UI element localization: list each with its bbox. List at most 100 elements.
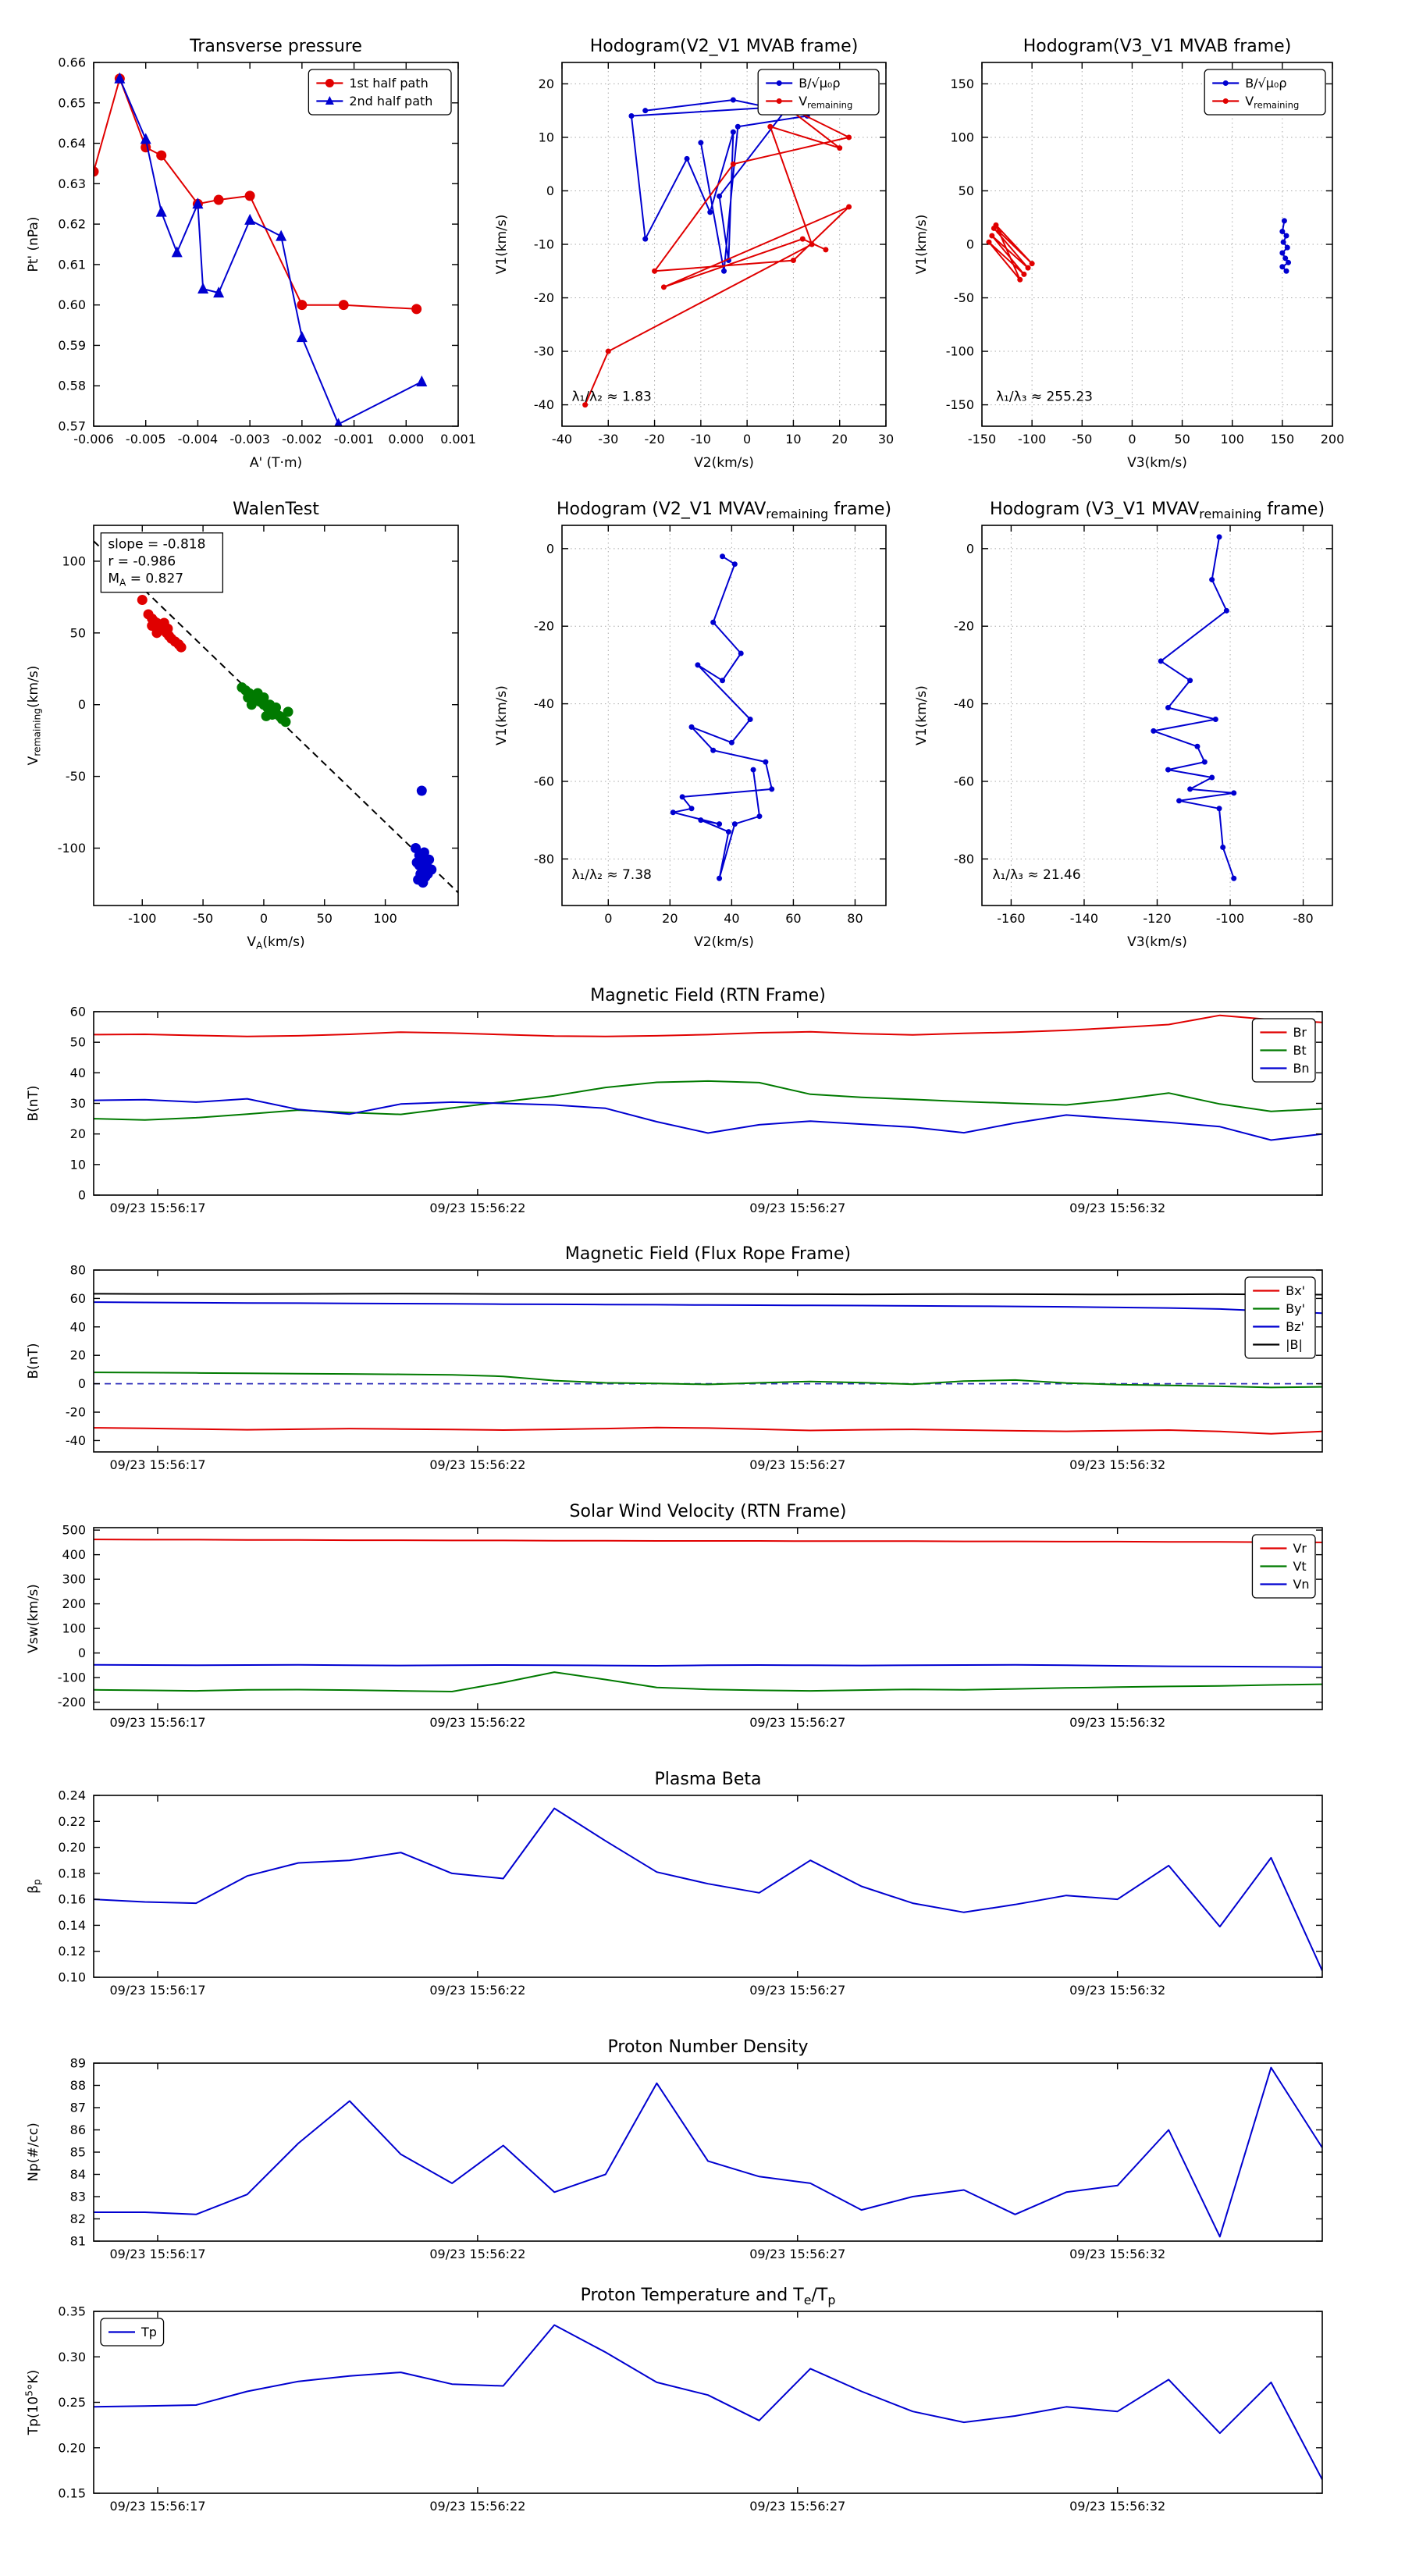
svg-text:50: 50 <box>317 911 333 926</box>
svg-text:-160: -160 <box>997 911 1025 926</box>
svg-text:89: 89 <box>70 2056 86 2071</box>
svg-text:88: 88 <box>70 2078 86 2093</box>
svg-text:30: 30 <box>878 432 894 447</box>
svg-text:50: 50 <box>959 183 974 198</box>
svg-text:500: 500 <box>62 1523 86 1538</box>
svg-text:20: 20 <box>539 76 554 91</box>
svg-text:Plasma Beta: Plasma Beta <box>655 1770 762 1789</box>
panel-group-hodogram-v2v1-mvab: -40 -30 -20 -10 0 10 20 30 -40 -30 -20 -10 0 10 20 Hodo… <box>494 37 894 471</box>
svg-text:100: 100 <box>62 1621 86 1636</box>
svg-text:Vt: Vt <box>1293 1559 1306 1574</box>
svg-text:V1(km/s): V1(km/s) <box>494 215 510 275</box>
svg-text:40: 40 <box>70 1066 86 1080</box>
svg-text:-0.004: -0.004 <box>178 432 219 447</box>
svg-text:Bn: Bn <box>1293 1061 1309 1076</box>
svg-text:slope = -0.818: slope = -0.818 <box>108 537 205 553</box>
svg-text:09/23 15:56:22: 09/23 15:56:22 <box>429 1457 525 1472</box>
panel-group-magnetic-field-flux-rope: 09/23 15:56:17 09/23 15:56:22 09/23 15:56:… <box>26 1244 1323 1472</box>
svg-text:r = -0.986: r = -0.986 <box>108 554 176 570</box>
svg-text:-20: -20 <box>954 619 974 634</box>
panel-group-hodogram-v3v1-mvab: -150 -100 -50 0 50 100 150 200 -150 -100 -50 0 50 100… <box>914 37 1344 471</box>
svg-text:0.60: 0.60 <box>58 297 86 312</box>
svg-text:Vsw(km/s): Vsw(km/s) <box>26 1584 41 1653</box>
svg-text:|B|: |B| <box>1286 1337 1303 1352</box>
svg-text:200: 200 <box>62 1596 86 1611</box>
svg-text:0.20: 0.20 <box>58 2440 86 2455</box>
panel-group-hodogram-v3v1-mvav: -160 -140 -120 -100 -80 -80 -60 -40 -20 0 Hodogram… <box>914 500 1333 950</box>
svg-text:Pt' (nPa): Pt' (nPa) <box>26 217 41 272</box>
svg-text:09/23 15:56:17: 09/23 15:56:17 <box>109 1457 205 1472</box>
svg-text:84: 84 <box>70 2167 86 2182</box>
svg-text:0: 0 <box>78 697 86 712</box>
svg-text:0.65: 0.65 <box>58 95 86 110</box>
svg-text:09/23 15:56:27: 09/23 15:56:27 <box>749 1201 845 1215</box>
panel-group-proton-temperature: 09/23 15:56:17 09/23 15:56:22 09/23 15:56:… <box>24 2286 1323 2514</box>
svg-text:0: 0 <box>1128 432 1136 447</box>
svg-text:85: 85 <box>70 2145 86 2160</box>
panel-group-magnetic-field-rtn: 09/23 15:56:17 09/23 15:56:22 09/23 15:56:… <box>26 986 1323 1215</box>
panel-group-proton-number-density: 09/23 15:56:17 09/23 15:56:22 09/23 15:56:… <box>26 2037 1323 2261</box>
svg-text:λ₁/λ₃ ≈ 21.46: λ₁/λ₃ ≈ 21.46 <box>992 867 1080 883</box>
svg-text:λ₁/λ₃ ≈ 255.23: λ₁/λ₃ ≈ 255.23 <box>996 389 1093 404</box>
svg-text:-100: -100 <box>946 344 974 359</box>
svg-text:40: 40 <box>724 911 739 926</box>
svg-text:-100: -100 <box>128 911 156 926</box>
svg-text:-0.005: -0.005 <box>126 432 166 447</box>
svg-text:60: 60 <box>785 911 801 926</box>
svg-text:-10: -10 <box>534 237 554 252</box>
svg-text:-50: -50 <box>954 290 974 305</box>
svg-text:80: 80 <box>70 1263 86 1278</box>
svg-text:V1(km/s): V1(km/s) <box>914 215 930 275</box>
svg-text:0: 0 <box>966 541 974 556</box>
svg-text:Tp(105°K): Tp(105°K) <box>24 2370 42 2436</box>
svg-text:V2(km/s): V2(km/s) <box>694 455 754 471</box>
svg-text:Hodogram (V3_V1 MVAVremaining: Hodogram (V3_V1 MVAVremaining frame) <box>990 500 1325 521</box>
svg-text:0.61: 0.61 <box>58 257 86 272</box>
svg-text:0.22: 0.22 <box>58 1814 86 1829</box>
svg-text:Bz': Bz' <box>1286 1319 1304 1334</box>
svg-text:09/23 15:56:27: 09/23 15:56:27 <box>749 1983 845 1998</box>
svg-text:-40: -40 <box>66 1433 86 1448</box>
svg-text:-50: -50 <box>193 911 213 926</box>
svg-text:09/23 15:56:22: 09/23 15:56:22 <box>429 1201 525 1215</box>
svg-text:09/23 15:56:17: 09/23 15:56:17 <box>109 2499 205 2514</box>
svg-text:-120: -120 <box>1143 911 1171 926</box>
svg-text:0.20: 0.20 <box>58 1840 86 1855</box>
svg-text:0.66: 0.66 <box>58 55 86 70</box>
svg-text:B/√μ₀ρ: B/√μ₀ρ <box>799 76 840 91</box>
svg-text:300: 300 <box>62 1572 86 1587</box>
svg-text:100: 100 <box>1220 432 1244 447</box>
svg-text:0: 0 <box>78 1376 86 1391</box>
svg-text:09/23 15:56:27: 09/23 15:56:27 <box>749 2247 845 2261</box>
svg-text:Br: Br <box>1293 1025 1307 1040</box>
svg-text:Proton Temperature and Te/Tp: Proton Temperature and Te/Tp <box>581 2286 836 2307</box>
svg-text:Magnetic Field (Flux Rope Fram: Magnetic Field (Flux Rope Frame) <box>565 1244 851 1264</box>
svg-text:09/23 15:56:22: 09/23 15:56:22 <box>429 1715 525 1730</box>
svg-text:Magnetic Field (RTN Frame): Magnetic Field (RTN Frame) <box>590 986 826 1005</box>
svg-text:50: 50 <box>70 1035 86 1050</box>
svg-text:Tp: Tp <box>140 2325 157 2339</box>
svg-text:09/23 15:56:22: 09/23 15:56:22 <box>429 1983 525 1998</box>
svg-text:VA(km/s): VA(km/s) <box>247 934 304 952</box>
svg-text:-0.001: -0.001 <box>334 432 375 447</box>
svg-text:Vremaining: Vremaining <box>1245 94 1299 111</box>
svg-text:-140: -140 <box>1070 911 1098 926</box>
svg-text:09/23 15:56:27: 09/23 15:56:27 <box>749 1457 845 1472</box>
panel-group-hodogram-v2v1-mvav: 0 20 40 60 80 -80 -60 -40 -20 0 Hodogram (V2_V1 MV… <box>494 500 891 950</box>
svg-text:60: 60 <box>70 1291 86 1306</box>
svg-text:V3(km/s): V3(km/s) <box>1127 934 1187 950</box>
svg-text:0.25: 0.25 <box>58 2395 86 2410</box>
svg-text:0.001: 0.001 <box>440 432 476 447</box>
panel-group-plasma-beta: 09/23 15:56:17 09/23 15:56:22 09/23 15:56:… <box>26 1770 1323 1998</box>
svg-text:0: 0 <box>604 911 612 926</box>
svg-text:09/23 15:56:27: 09/23 15:56:27 <box>749 1715 845 1730</box>
svg-text:0: 0 <box>546 541 554 556</box>
svg-text:09/23 15:56:32: 09/23 15:56:32 <box>1069 1201 1165 1215</box>
svg-text:0.000: 0.000 <box>388 432 424 447</box>
